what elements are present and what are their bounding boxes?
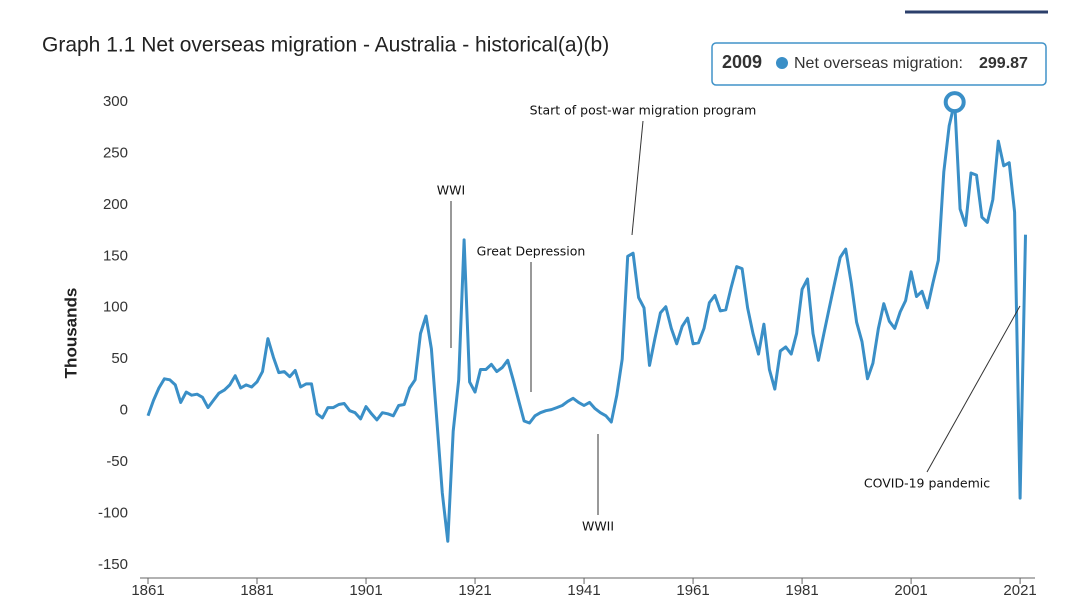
tooltip-box [711,42,1047,86]
chart-title: Graph 1.1 Net overseas migration - Austr… [42,34,609,57]
tooltip-dot [776,57,788,69]
x-tick-label: 1921 [458,582,491,599]
hover-marker [943,91,966,114]
y-tick-label: 100 [103,299,128,316]
y-axis-label: Thousands [61,288,80,379]
x-tick-label: 1941 [567,582,600,599]
tooltip-series: Net overseas migration: [794,55,963,72]
annotation: Great Depression [477,244,586,259]
x-tick-label: 1961 [676,582,709,599]
x-tick-label: 1881 [240,582,273,599]
annotation: COVID-19 pandemic [864,476,990,491]
y-tick-label: -100 [98,505,128,522]
y-tick-label: -50 [106,453,128,470]
x-tick-label: 1901 [349,582,382,599]
annotation: WWI [437,183,465,198]
annotation: Start of post-war migration program [530,103,757,118]
y-tick-label: 300 [103,93,128,110]
y-tick-label: 200 [103,196,128,213]
y-tick-label: -150 [98,556,128,573]
x-tick-label: 1861 [131,582,164,599]
annotation: WWII [582,519,614,534]
y-tick-label: 0 [120,402,128,419]
y-tick-label: 50 [111,350,128,367]
annotation-leader [631,120,644,236]
y-tick-label: 150 [103,247,128,264]
series-line [146,100,1027,543]
tooltip-value: 299.87 [979,55,1028,72]
y-tick-label: 250 [103,144,128,161]
annotation-leader [926,305,1021,473]
tooltip-year: 2009 [722,52,762,72]
x-tick-label: 1981 [785,582,818,599]
x-tick-label: 2021 [1003,582,1036,599]
x-tick-label: 2001 [894,582,927,599]
